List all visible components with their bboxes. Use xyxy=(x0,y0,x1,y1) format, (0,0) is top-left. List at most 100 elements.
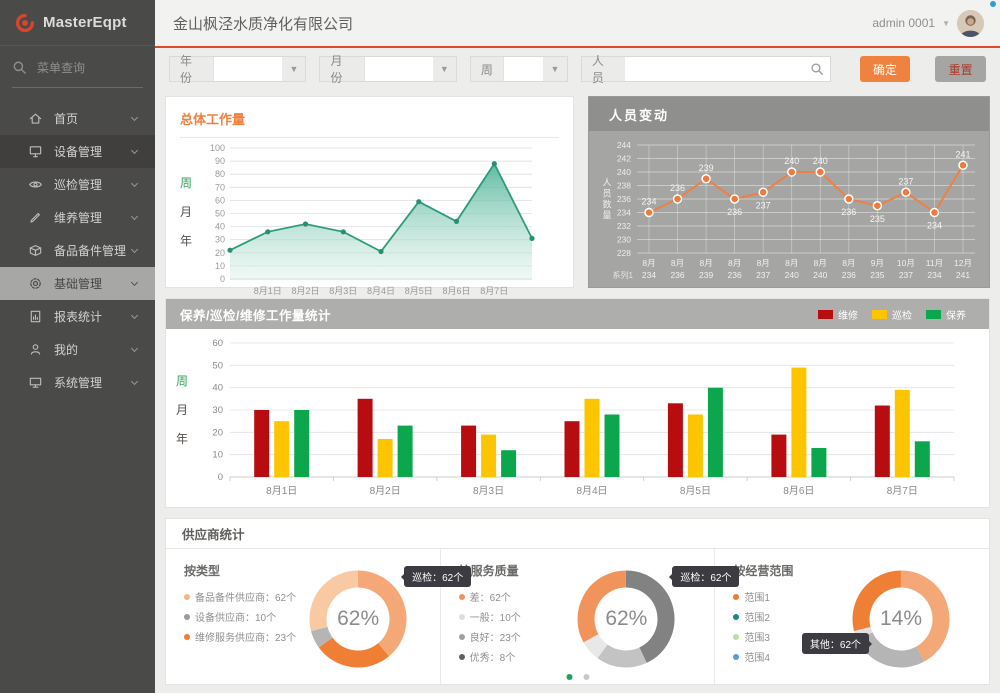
username: admin 0001 xyxy=(872,16,936,30)
sidebar-search[interactable] xyxy=(12,48,143,88)
user-menu[interactable]: admin 0001 ▼ xyxy=(872,0,997,37)
menu-search-input[interactable] xyxy=(35,59,131,76)
donut-center-value: 62% xyxy=(337,607,380,630)
svg-text:238: 238 xyxy=(617,181,631,191)
period-week[interactable]: 周 xyxy=(180,176,193,190)
chevron-down-icon: ▼ xyxy=(942,18,950,28)
period-month[interactable]: 月 xyxy=(176,402,189,417)
confirm-button[interactable]: 确定 xyxy=(859,56,911,82)
svg-text:50: 50 xyxy=(215,209,225,219)
legend-item[interactable]: 范围2 xyxy=(733,609,793,624)
svg-text:30: 30 xyxy=(212,405,223,416)
sidebar-item-person[interactable]: 我的 xyxy=(0,333,155,366)
svg-text:236: 236 xyxy=(728,270,742,280)
month-select[interactable]: 月份 ▼ xyxy=(319,54,457,85)
logo-text: MasterEqpt xyxy=(43,14,127,31)
chevron-down-icon[interactable]: ▼ xyxy=(439,64,449,74)
svg-text:8月7日: 8月7日 xyxy=(480,286,508,296)
home-icon xyxy=(28,111,44,127)
person-search[interactable]: 人员 xyxy=(580,54,831,85)
svg-text:236: 236 xyxy=(670,183,685,193)
legend-item[interactable]: 优秀：8个 xyxy=(458,649,521,664)
sidebar-item-home[interactable]: 首页 xyxy=(0,102,155,135)
svg-text:232: 232 xyxy=(617,221,631,231)
period-week[interactable]: 周 xyxy=(176,373,189,388)
year-select[interactable]: 年份 ▼ xyxy=(169,54,307,85)
legend-label: 巡检 xyxy=(892,310,912,322)
legend: 维修 巡检 保养 xyxy=(818,307,975,322)
box-icon xyxy=(28,243,44,259)
reset-button[interactable]: 重置 xyxy=(935,56,986,82)
sidebar-menu: 首页 设备管理 巡检管理 维养管理 备品备件管理 基础管理 报表统计 我的 系统… xyxy=(0,102,155,399)
svg-text:241: 241 xyxy=(955,149,970,159)
week-value[interactable] xyxy=(502,57,543,81)
report-icon xyxy=(28,309,44,325)
workload-bar-chart[interactable]: 0 10 20 30 40 50 60 8月1日 8月2日 8月3日 8月4日 8月5日 8月6日 8月7… xyxy=(196,331,962,503)
legend-label: 维修 xyxy=(838,310,858,322)
legend-item[interactable]: 维修服务供应商：23个 xyxy=(184,629,296,644)
legend-item[interactable]: 备品备件供应商：62个 xyxy=(184,589,296,604)
donut-title: 按服务质量 xyxy=(458,564,519,578)
period-year[interactable]: 年 xyxy=(176,431,189,446)
donut-chart[interactable]: 62% 巡检：62个 xyxy=(296,562,472,676)
legend-item[interactable]: 范围3 xyxy=(733,629,793,644)
total-workload-card: 总体工作量 周 月 年 0 10 20 30 40 50 60 70 80 90 100 8月1日 8月… xyxy=(165,96,574,296)
sidebar-item-gear[interactable]: 基础管理 xyxy=(0,267,155,300)
svg-text:230: 230 xyxy=(617,235,631,245)
legend-swatch xyxy=(926,309,941,319)
chevron-down-icon[interactable]: ▼ xyxy=(289,64,299,74)
svg-text:0: 0 xyxy=(220,274,225,284)
donut-chart[interactable]: 14% 其他：62个 xyxy=(801,562,963,676)
avatar[interactable] xyxy=(957,9,984,37)
legend-item[interactable]: 差：62个 xyxy=(458,589,521,604)
legend-item[interactable]: 范围1 xyxy=(733,589,793,604)
search-icon[interactable] xyxy=(804,57,830,81)
month-value[interactable] xyxy=(363,57,433,81)
legend-item[interactable]: 范围4 xyxy=(733,649,793,664)
svg-text:234: 234 xyxy=(617,208,631,218)
sidebar-item-box[interactable]: 备品备件管理 xyxy=(0,234,155,267)
svg-text:8月5日: 8月5日 xyxy=(405,286,433,296)
legend-item[interactable]: 良好：23个 xyxy=(458,629,521,644)
gear-icon xyxy=(28,276,44,292)
svg-text:236: 236 xyxy=(841,207,856,217)
legend-item[interactable]: 设备供应商：10个 xyxy=(184,609,296,624)
donut-tooltip: 巡检：62个 xyxy=(401,566,472,587)
sidebar-item-monitor[interactable]: 设备管理 xyxy=(0,135,155,168)
sidebar-item-pencil[interactable]: 维养管理 xyxy=(0,201,155,234)
svg-text:8月1日: 8月1日 xyxy=(266,485,297,497)
svg-text:90: 90 xyxy=(215,156,225,166)
chevron-down-icon[interactable]: ▼ xyxy=(550,64,560,74)
sidebar: MasterEqpt 首页 设备管理 巡检管理 维养管理 备品备件管理 基础管理… xyxy=(0,0,155,693)
sidebar-item-eye[interactable]: 巡检管理 xyxy=(0,168,155,201)
total-workload-chart[interactable]: 0 10 20 30 40 50 60 70 80 90 100 8月1日 8月2日 8月3日 8月4日 8月… xyxy=(200,140,540,303)
section-title: 供应商统计 xyxy=(182,528,245,542)
week-select[interactable]: 周 ▼ xyxy=(469,56,568,82)
svg-text:8月: 8月 xyxy=(785,258,798,268)
sidebar-item-report[interactable]: 报表统计 xyxy=(0,300,155,333)
svg-text:数: 数 xyxy=(602,199,611,210)
period-month[interactable]: 月 xyxy=(180,205,193,219)
svg-text:8月: 8月 xyxy=(757,258,770,268)
person-input[interactable] xyxy=(625,57,805,81)
svg-text:240: 240 xyxy=(617,167,631,177)
header-divider xyxy=(155,46,1000,48)
personnel-chart[interactable]: 228 230 232 234 236 238 240 242 244 234 236 239 236 2… xyxy=(591,133,987,285)
svg-text:量: 量 xyxy=(602,211,611,221)
donut-chart[interactable]: 62% 巡检：62个 xyxy=(564,562,740,676)
sidebar-item-display[interactable]: 系统管理 xyxy=(0,366,155,399)
svg-text:242: 242 xyxy=(617,154,631,164)
sidebar-item-label: 系统管理 xyxy=(54,376,103,390)
eye-icon xyxy=(28,177,44,193)
period-year[interactable]: 年 xyxy=(180,234,193,248)
year-label: 年份 xyxy=(180,54,193,85)
legend-swatch xyxy=(872,309,887,319)
svg-text:系列1: 系列1 xyxy=(613,270,634,280)
period-toggle: 周 月 年 xyxy=(180,140,200,303)
chevron-down-icon xyxy=(130,245,139,253)
pagination-dot[interactable] xyxy=(566,674,572,680)
year-value[interactable] xyxy=(213,57,283,81)
legend-item[interactable]: 一般：10个 xyxy=(458,609,521,624)
pagination-dot[interactable] xyxy=(583,674,589,680)
donut-tooltip: 巡检：62个 xyxy=(669,566,740,587)
